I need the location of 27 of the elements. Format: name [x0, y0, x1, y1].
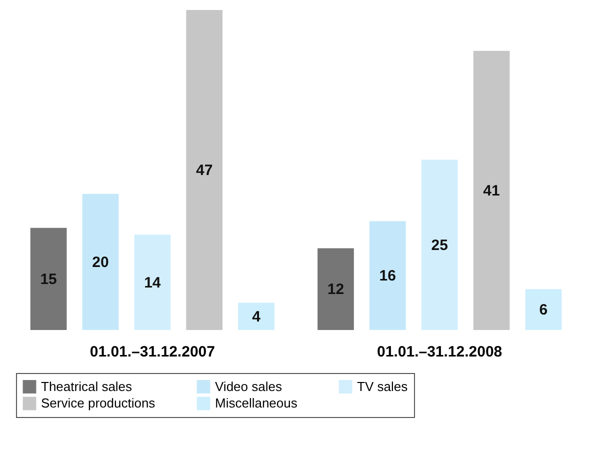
legend-label: Miscellaneous [215, 396, 298, 410]
bar [525, 289, 562, 330]
bar [82, 194, 119, 330]
bar [473, 50, 510, 330]
bar [186, 10, 223, 330]
data-label: 12 [327, 281, 344, 298]
x-tick-label: 01.01.–31.12.2007 [90, 344, 215, 360]
data-label: 20 [92, 254, 109, 271]
data-label: 4 [252, 308, 262, 326]
bar [318, 248, 354, 330]
data-label: 16 [379, 268, 396, 285]
bar [421, 160, 458, 330]
data-label: 25 [431, 236, 448, 254]
legend-label: Service productions [41, 396, 156, 410]
bar [369, 221, 406, 330]
bar [30, 228, 67, 330]
bar [134, 234, 171, 330]
x-tick-label: 01.01.–31.12.2008 [377, 344, 502, 360]
legend-label: TV sales [357, 378, 408, 394]
legend-label: Video sales [215, 378, 282, 394]
data-label: 6 [539, 302, 548, 319]
data-label: 47 [196, 162, 213, 179]
bar [238, 302, 274, 330]
data-label: 41 [483, 182, 500, 200]
legend-label: Theatrical sales [41, 378, 133, 394]
data-label: 15 [40, 270, 57, 288]
data-label: 14 [144, 274, 162, 292]
